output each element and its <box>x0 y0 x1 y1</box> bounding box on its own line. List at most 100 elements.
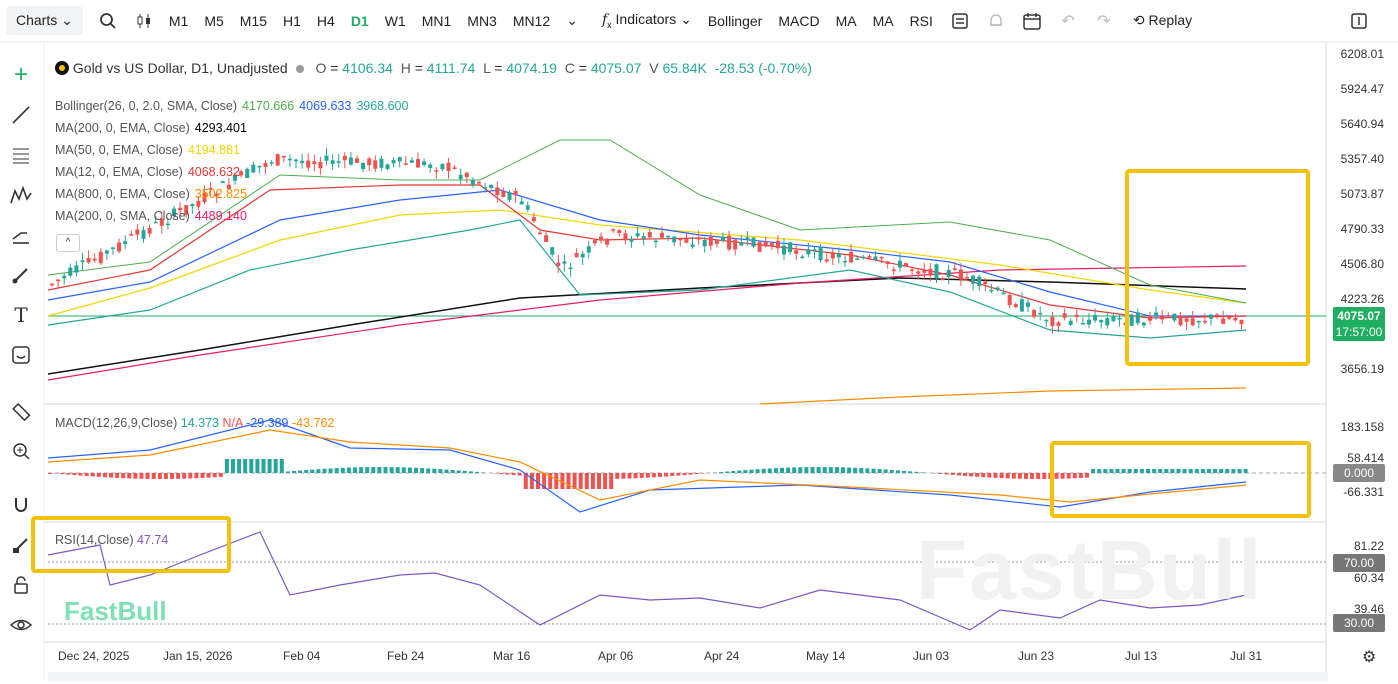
macd-histogram-bar <box>682 473 686 475</box>
macd-histogram-bar <box>743 470 747 473</box>
macd-histogram-bar <box>585 473 589 489</box>
indicator-value: 4489.140 <box>195 209 247 223</box>
candle-body <box>678 239 682 241</box>
macd-histogram-bar <box>969 473 973 476</box>
price-axis-label: 6208.01 <box>1341 47 1384 61</box>
candle-body <box>1038 313 1042 315</box>
macd-histogram-bar <box>737 471 741 473</box>
macd-histogram-bar <box>335 468 339 473</box>
candle-body <box>532 217 536 221</box>
candle-body <box>251 165 255 173</box>
ma50-line <box>48 210 1246 316</box>
macd-histogram-bar <box>371 467 375 473</box>
candle-body <box>623 233 627 240</box>
indicator-legend-row[interactable]: MA(12, 0, EMA, Close)4068.632 <box>55 165 240 179</box>
indicator-legend-row[interactable]: MA(200, 0, SMA, Close)4489.140 <box>55 209 247 223</box>
highlight-box-rsi <box>31 516 231 573</box>
candle-body <box>562 261 566 263</box>
candle-body <box>129 234 133 236</box>
settings-gear-icon[interactable]: ⚙ <box>1362 647 1376 667</box>
macd-histogram-bar <box>695 473 699 474</box>
candle-body <box>880 257 884 259</box>
candle-body <box>392 160 396 163</box>
date-axis-label: May 14 <box>806 649 845 663</box>
candle-body <box>1087 320 1091 325</box>
macd-histogram-bar <box>499 473 503 474</box>
candle-body <box>996 287 1000 289</box>
macd-histogram-bar <box>97 473 101 477</box>
candle-body <box>575 253 579 257</box>
macd-histogram-bar <box>329 468 333 473</box>
candle-body <box>788 242 792 252</box>
macd-histogram-bar <box>750 470 754 473</box>
candle-body <box>459 175 463 179</box>
macd-histogram-bar <box>414 468 418 473</box>
candle-body <box>404 163 408 165</box>
macd-histogram-bar <box>438 469 442 473</box>
candle-body <box>739 242 743 245</box>
candle-body <box>1057 322 1061 326</box>
macd-histogram-bar <box>316 469 320 473</box>
candle-body <box>440 164 444 169</box>
candle-body <box>428 165 432 168</box>
macd-histogram-bar <box>274 459 278 473</box>
macd-histogram-bar <box>353 467 357 473</box>
candle-body <box>922 270 926 272</box>
macd-histogram-bar <box>634 473 638 478</box>
candle-body <box>611 229 615 231</box>
macd-histogram-bar <box>841 467 845 473</box>
candle-body <box>514 191 518 195</box>
macd-histogram-bar <box>115 473 119 478</box>
macd-histogram-bar <box>310 470 314 473</box>
macd-histogram-bar <box>829 467 833 473</box>
candle-body <box>538 233 542 235</box>
candle-body <box>983 281 987 284</box>
macd-histogram-bar <box>597 473 601 489</box>
macd-histogram-bar <box>652 473 656 477</box>
candle-body <box>318 162 322 168</box>
candle-body <box>831 253 835 258</box>
date-axis-label: Jul 13 <box>1125 649 1157 663</box>
macd-histogram-bar <box>457 470 461 473</box>
indicator-legend-row[interactable]: MA(50, 0, EMA, Close)4194.881 <box>55 143 240 157</box>
candle-body <box>434 170 438 172</box>
candle-body <box>105 251 109 254</box>
candle-body <box>776 241 780 248</box>
candle-body <box>410 160 414 163</box>
indicator-legend-row[interactable]: MA(800, 0, EMA, Close)3502.825 <box>55 187 247 201</box>
indicator-legend-row[interactable]: MA(200, 0, EMA, Close)4293.401 <box>55 121 247 135</box>
macd-histogram-bar <box>518 473 522 475</box>
candle-body <box>1118 318 1122 320</box>
macd-histogram-bar <box>463 471 467 473</box>
candle-body <box>355 158 359 163</box>
candle-body <box>709 237 713 246</box>
macd-histogram-bar <box>579 473 583 489</box>
candle-body <box>1099 320 1103 322</box>
macd-histogram-bar <box>792 467 796 473</box>
candle-body <box>721 237 725 241</box>
macd-histogram-bar <box>963 473 967 476</box>
indicator-legend-row[interactable]: Bollinger(26, 0, 2.0, SMA, Close)4170.66… <box>55 99 408 113</box>
candle-body <box>264 163 268 167</box>
status-dot <box>296 65 304 73</box>
macd-histogram-bar <box>621 473 625 479</box>
candle-body <box>337 161 341 163</box>
candle-body <box>367 158 371 165</box>
macd-histogram-bar <box>774 468 778 473</box>
candle-body <box>617 230 621 233</box>
indicator-value: 4293.401 <box>195 121 247 135</box>
macd-histogram-bar <box>103 473 107 477</box>
macd-histogram-bar <box>847 468 851 473</box>
candle-body <box>221 181 225 183</box>
collapse-legend-button[interactable]: ^ <box>56 234 80 252</box>
candle-body <box>325 156 329 161</box>
candle-body <box>81 260 85 262</box>
candle-body <box>684 239 688 243</box>
candle-body <box>672 237 676 243</box>
rsi-30-tag: 30.00 <box>1333 614 1385 632</box>
macd-zero-tag: 0.000 <box>1333 464 1385 482</box>
macd-histogram-bar <box>786 468 790 473</box>
horizontal-scrollbar[interactable] <box>48 672 1328 681</box>
macd-histogram-bar <box>920 472 924 473</box>
candle-body <box>636 233 640 236</box>
